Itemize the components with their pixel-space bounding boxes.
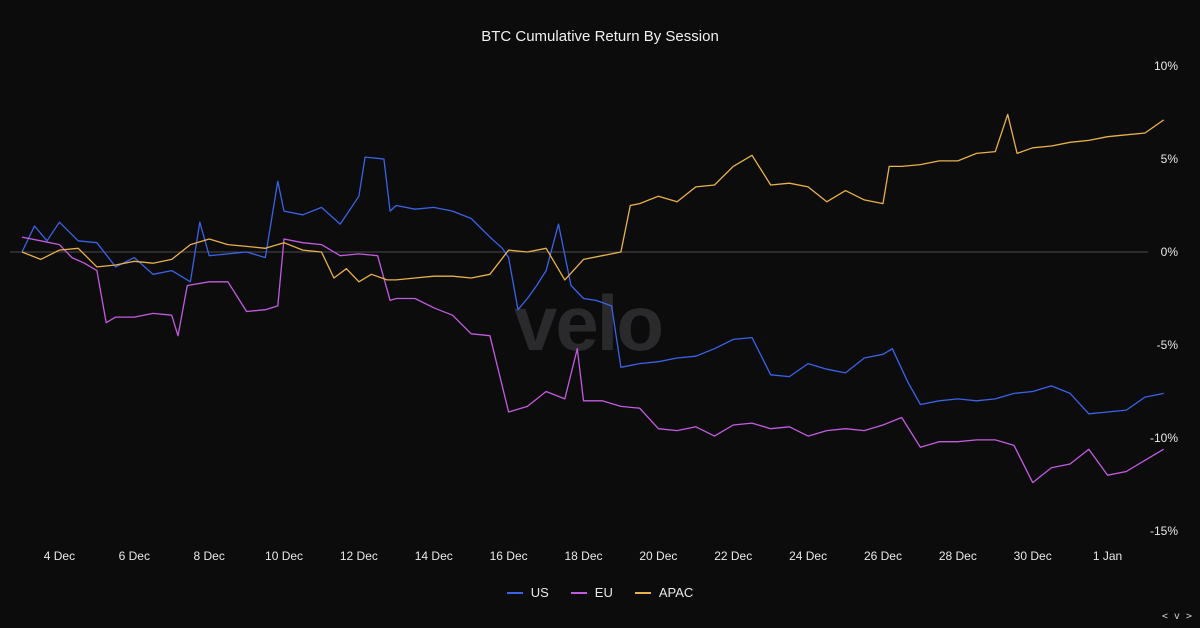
series-lines [21,113,1165,484]
x-tick-label: 12 Dec [340,549,378,563]
y-axis: 10% 5% 0% -5% -10% -15% [1150,59,1178,538]
x-tick-label: 8 Dec [193,549,224,563]
y-tick-label: -5% [1157,338,1179,352]
legend-label: APAC [658,585,694,600]
watermark-logo: velo [514,279,664,367]
x-tick-label: 10 Dec [265,549,303,563]
x-tick-label: 1 Jan [1093,549,1122,563]
legend-swatch [506,591,523,594]
x-tick-label: 20 Dec [639,549,677,563]
chart-title: BTC Cumulative Return By Session [481,28,719,45]
series-line-eu[interactable] [21,236,1165,484]
series-line-us[interactable] [21,156,1164,415]
y-tick-label: 10% [1154,59,1178,73]
navigation-arrows[interactable]: < v > [1161,611,1192,622]
legend-label: EU [594,585,613,600]
x-tick-label: 28 Dec [939,549,977,563]
x-tick-label: 24 Dec [789,549,827,563]
y-tick-label: -15% [1150,524,1178,538]
x-tick-label: 16 Dec [490,549,528,563]
legend-label: US [530,585,549,600]
legend-swatch [634,591,651,594]
legend-item-apac[interactable]: APAC [634,585,694,600]
series-line-apac[interactable] [21,113,1165,283]
x-tick-label: 18 Dec [564,549,602,563]
x-tick-label: 22 Dec [714,549,752,563]
x-tick-label: 14 Dec [415,549,453,563]
legend-swatch [570,591,587,594]
y-tick-label: 0% [1161,245,1179,259]
x-tick-label: 30 Dec [1014,549,1052,563]
legend: US EU APAC [0,585,1200,600]
y-tick-label: -10% [1150,431,1178,445]
y-tick-label: 5% [1161,152,1179,166]
x-tick-label: 4 Dec [44,549,75,563]
x-axis: 4 Dec 6 Dec 8 Dec 10 Dec 12 Dec 14 Dec 16 Dec 1… [44,549,1122,563]
legend-item-eu[interactable]: EU [570,585,613,600]
x-tick-label: 26 Dec [864,549,902,563]
legend-item-us[interactable]: US [506,585,549,600]
x-tick-label: 6 Dec [119,549,150,563]
